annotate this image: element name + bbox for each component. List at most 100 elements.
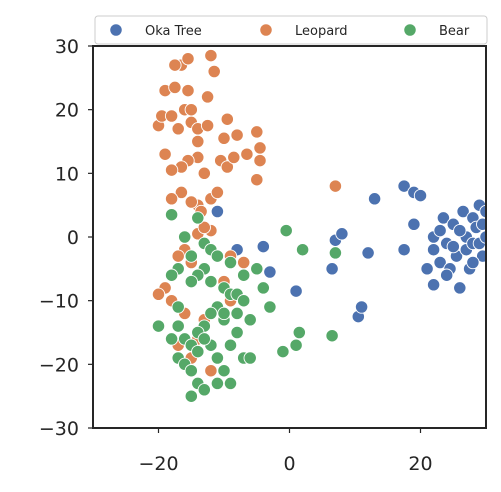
- y-tick-label: −30: [39, 418, 79, 440]
- point-oka-tree: [456, 204, 470, 219]
- point-bear: [295, 243, 310, 257]
- point-oka-tree: [256, 239, 270, 254]
- point-bear: [243, 313, 257, 327]
- point-leopard: [328, 179, 343, 193]
- x-axis-ticks: −20 0 20: [138, 428, 433, 475]
- legend-box: [94, 15, 488, 45]
- point-oka-tree: [426, 278, 441, 292]
- point-bear: [171, 319, 185, 333]
- point-bear: [223, 255, 238, 270]
- legend: Oka Tree Leopard Bear: [94, 15, 488, 45]
- point-bear: [217, 306, 231, 321]
- point-oka-tree: [420, 262, 434, 276]
- point-leopard: [184, 103, 198, 117]
- point-bear: [178, 230, 192, 244]
- x-tick-label: −20: [138, 453, 178, 475]
- point-oka-tree: [476, 217, 486, 231]
- point-leopard: [220, 160, 234, 174]
- point-bear: [184, 389, 198, 403]
- point-bear: [230, 306, 244, 321]
- point-bear: [197, 383, 211, 397]
- point-bear: [325, 329, 339, 343]
- point-oka-tree: [433, 223, 447, 238]
- point-oka-tree: [210, 204, 225, 219]
- point-oka-tree: [466, 255, 480, 270]
- point-bear: [256, 281, 270, 295]
- point-oka-tree: [397, 179, 411, 193]
- legend-marker: [259, 23, 273, 37]
- y-tick-label: 30: [55, 36, 79, 58]
- point-bear: [184, 364, 198, 378]
- point-bear: [191, 211, 205, 225]
- point-bear: [210, 249, 225, 263]
- point-leopard: [217, 131, 231, 145]
- point-leopard: [184, 195, 198, 209]
- point-bear: [164, 208, 179, 222]
- point-leopard: [164, 163, 179, 177]
- y-tick-label: 10: [55, 163, 79, 185]
- point-leopard: [204, 364, 218, 378]
- point-leopard: [164, 192, 179, 206]
- point-oka-tree: [436, 211, 451, 225]
- point-oka-tree: [354, 300, 369, 314]
- point-leopard: [204, 48, 218, 63]
- legend-label: Leopard: [295, 24, 348, 39]
- point-bear: [237, 268, 251, 282]
- point-leopard: [181, 83, 195, 98]
- point-leopard: [151, 287, 166, 301]
- point-oka-tree: [453, 281, 467, 295]
- point-leopard: [220, 112, 234, 126]
- point-bear: [184, 249, 198, 263]
- point-bear: [191, 344, 205, 359]
- point-leopard: [237, 255, 251, 270]
- point-bear: [292, 325, 306, 340]
- point-oka-tree: [361, 246, 375, 260]
- point-oka-tree: [426, 243, 441, 257]
- point-bear: [328, 246, 343, 260]
- point-leopard: [168, 58, 182, 72]
- point-oka-tree: [289, 284, 303, 298]
- point-oka-tree: [476, 249, 486, 263]
- point-leopard: [240, 147, 254, 161]
- point-leopard: [250, 173, 264, 187]
- point-bear: [164, 332, 179, 346]
- point-bear: [197, 332, 211, 346]
- point-leopard: [181, 52, 195, 66]
- point-oka-tree: [446, 239, 460, 254]
- point-bear: [223, 376, 238, 391]
- point-bear: [237, 294, 251, 308]
- point-leopard: [197, 166, 211, 180]
- point-bear: [243, 351, 257, 365]
- point-leopard: [250, 125, 264, 139]
- point-leopard: [253, 141, 267, 155]
- point-bear: [151, 319, 166, 333]
- point-oka-tree: [440, 268, 454, 282]
- point-oka-tree: [397, 243, 411, 257]
- point-oka-tree: [335, 227, 349, 241]
- y-tick-label: −20: [39, 354, 79, 376]
- point-oka-tree: [413, 188, 428, 203]
- legend-marker: [403, 23, 417, 37]
- point-bear: [279, 223, 293, 238]
- point-bear: [171, 300, 185, 314]
- legend-label: Oka Tree: [145, 24, 202, 39]
- point-bear: [210, 351, 225, 365]
- point-bear: [250, 262, 264, 276]
- point-bear: [210, 376, 225, 391]
- point-bear: [204, 274, 218, 289]
- y-tick-label: 20: [55, 100, 79, 122]
- point-leopard: [207, 64, 221, 79]
- point-bear: [164, 268, 179, 282]
- point-bear: [184, 274, 198, 289]
- point-leopard: [200, 90, 215, 104]
- x-tick-label: 0: [283, 453, 295, 475]
- point-oka-tree: [325, 262, 339, 276]
- point-bear: [276, 344, 290, 359]
- point-leopard: [197, 220, 211, 235]
- point-bear: [223, 338, 238, 352]
- point-bear: [204, 306, 218, 321]
- point-leopard: [191, 134, 205, 149]
- point-oka-tree: [407, 217, 421, 231]
- point-leopard: [158, 147, 172, 161]
